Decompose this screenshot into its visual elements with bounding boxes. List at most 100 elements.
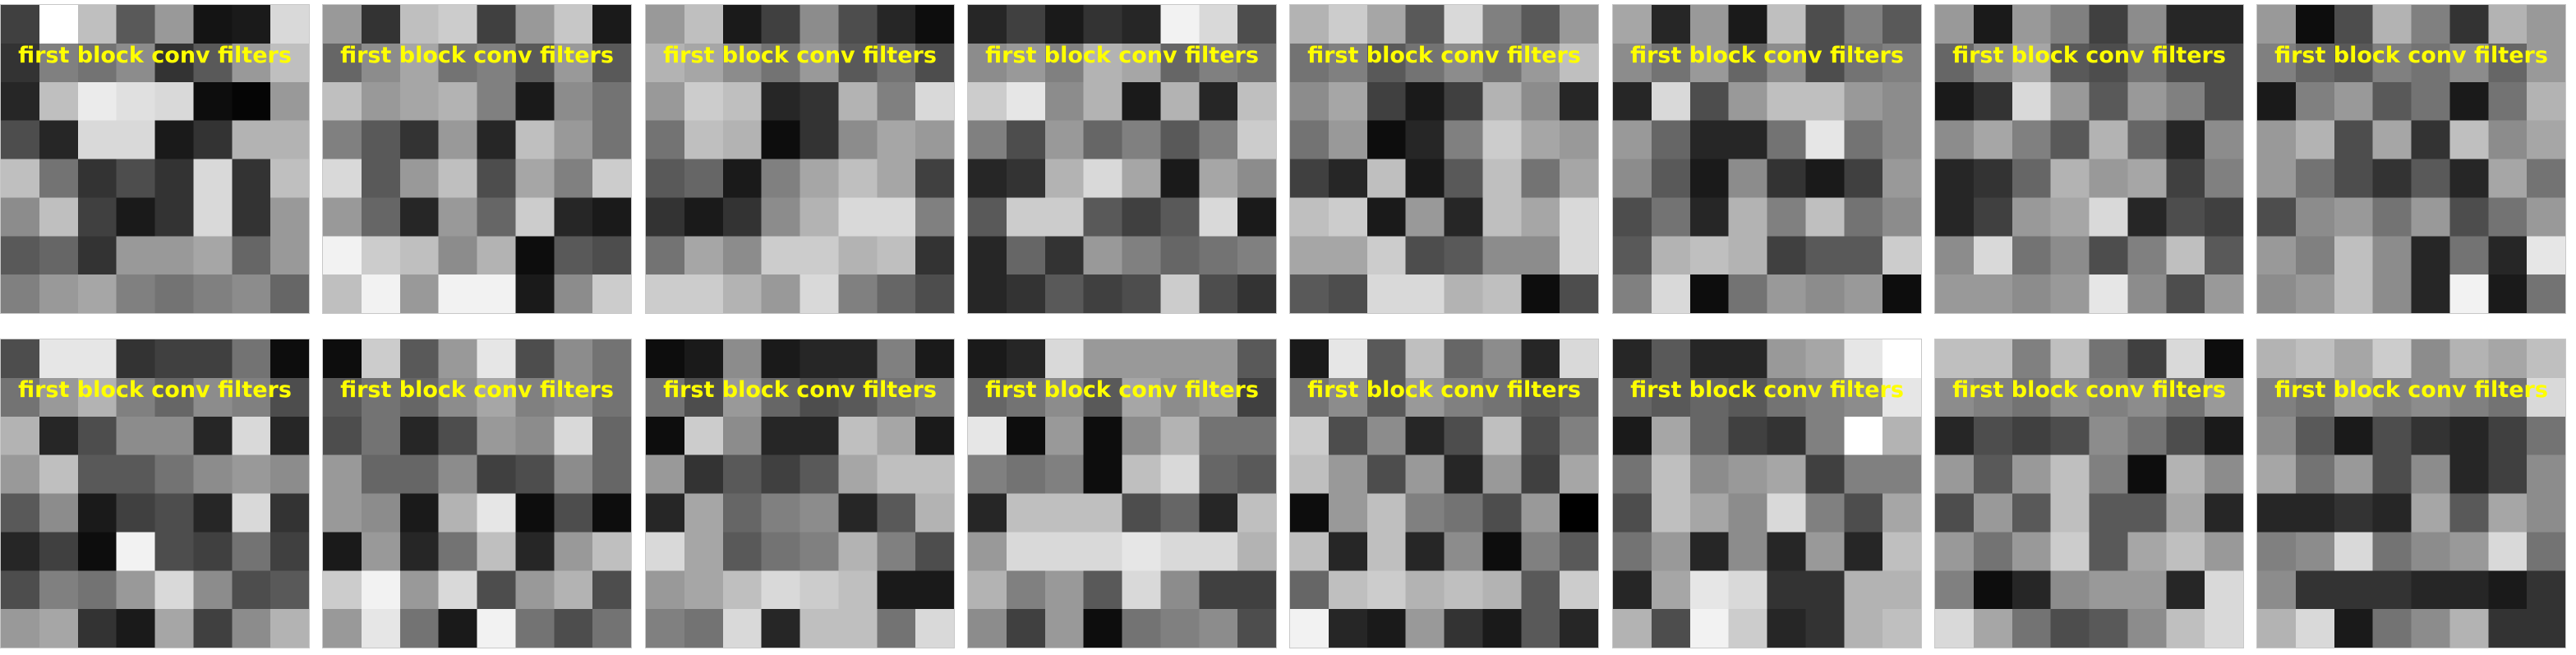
filter-cell (1482, 120, 1523, 160)
filter-cell (1290, 274, 1329, 313)
filter-cell (1935, 609, 1975, 648)
filter-cell (2257, 43, 2297, 83)
filter-cell (1237, 159, 1276, 199)
filter-cell (800, 416, 840, 456)
filter-cell (1521, 377, 1561, 417)
filter-cell (193, 81, 233, 122)
filter-cell (838, 43, 878, 83)
filter-cell (2257, 197, 2297, 238)
filter-cell (968, 532, 1007, 572)
filter-cell (968, 339, 1007, 379)
filter-cell (2295, 416, 2335, 456)
filter-cell (838, 416, 878, 456)
filter-cell (116, 532, 156, 572)
filter-cell (438, 81, 478, 122)
filter-cell (477, 609, 517, 648)
filter-cell (1044, 43, 1085, 83)
filter-cell (1651, 197, 1691, 238)
filter-cell (1044, 339, 1085, 379)
filter-cell (1044, 570, 1085, 611)
filter-cell (2205, 532, 2243, 572)
filter-cell (1805, 81, 1846, 122)
filter-cell (399, 197, 440, 238)
filter-cell (646, 570, 685, 611)
filter-cell (515, 377, 555, 417)
filter-cell (77, 236, 118, 276)
filter-cell (2050, 5, 2090, 44)
filter-cell (761, 236, 801, 276)
filter-cell (2449, 197, 2490, 238)
filter-cell (968, 197, 1007, 238)
filter-cell (1935, 377, 1975, 417)
filter-cell (1689, 532, 1730, 572)
filter-cell (1613, 274, 1652, 313)
filter-cell (1767, 454, 1807, 495)
filter-cell (1973, 532, 2013, 572)
filter-cell (554, 609, 594, 648)
filter-cell (838, 609, 878, 648)
filter-cell (684, 377, 724, 417)
filter-cell (2205, 274, 2243, 313)
filter-cell (2089, 274, 2129, 313)
filter-cell (1199, 43, 1239, 83)
filter-cell (1044, 5, 1085, 44)
filter-cell (361, 493, 401, 533)
filter-cell (1237, 274, 1276, 313)
filter-cell (915, 274, 954, 313)
filter-cell (323, 81, 362, 122)
filter-cell (1444, 159, 1484, 199)
filter-cell (399, 5, 440, 44)
filter-cell (2411, 159, 2451, 199)
filter-cell (1689, 43, 1730, 83)
filter-cell (270, 416, 309, 456)
filter-cell (800, 236, 840, 276)
filter-cell (477, 236, 517, 276)
filter-cell (154, 81, 195, 122)
filter-cell (270, 339, 309, 379)
filter-cell (877, 43, 917, 83)
filter-cell (1122, 454, 1162, 495)
filter-cell (592, 120, 631, 160)
filter-cell (116, 43, 156, 83)
filter-cell (684, 570, 724, 611)
filter-cell (1083, 197, 1123, 238)
filter-cell (554, 236, 594, 276)
filter-cell (1328, 43, 1368, 83)
filter-cell (1, 609, 40, 648)
filter-cell (2295, 493, 2335, 533)
filter-cell (554, 159, 594, 199)
filter-cell (1767, 377, 1807, 417)
filter-cell (800, 159, 840, 199)
filter-cell (270, 532, 309, 572)
filter-cell (877, 236, 917, 276)
filter-cell (722, 339, 763, 379)
filter-cell (1482, 197, 1523, 238)
filter-cell (877, 493, 917, 533)
filter-cell (838, 81, 878, 122)
filter-cell (154, 570, 195, 611)
filter-cell (646, 274, 685, 313)
filter-cell (1482, 454, 1523, 495)
filter-cell (77, 159, 118, 199)
filter-cell (1482, 609, 1523, 648)
filter-cell (1199, 236, 1239, 276)
filter-cell (554, 274, 594, 313)
filter-cell (1844, 493, 1884, 533)
filter-cell (722, 159, 763, 199)
filter-cell (2011, 377, 2052, 417)
filter-cell (2372, 43, 2412, 83)
filter-cell (438, 532, 478, 572)
filter-cell (154, 159, 195, 199)
filter-cell (154, 339, 195, 379)
filter-cell (1328, 609, 1368, 648)
filter-cell (1044, 532, 1085, 572)
filter-cell (2205, 377, 2243, 417)
filter-cell (2527, 532, 2565, 572)
filter-panel: first block conv filters (967, 339, 1277, 648)
filter-cell (1, 159, 40, 199)
filter-cell (2527, 43, 2565, 83)
filter-cell (1, 377, 40, 417)
filter-cell (915, 416, 954, 456)
filter-cell (1805, 454, 1846, 495)
